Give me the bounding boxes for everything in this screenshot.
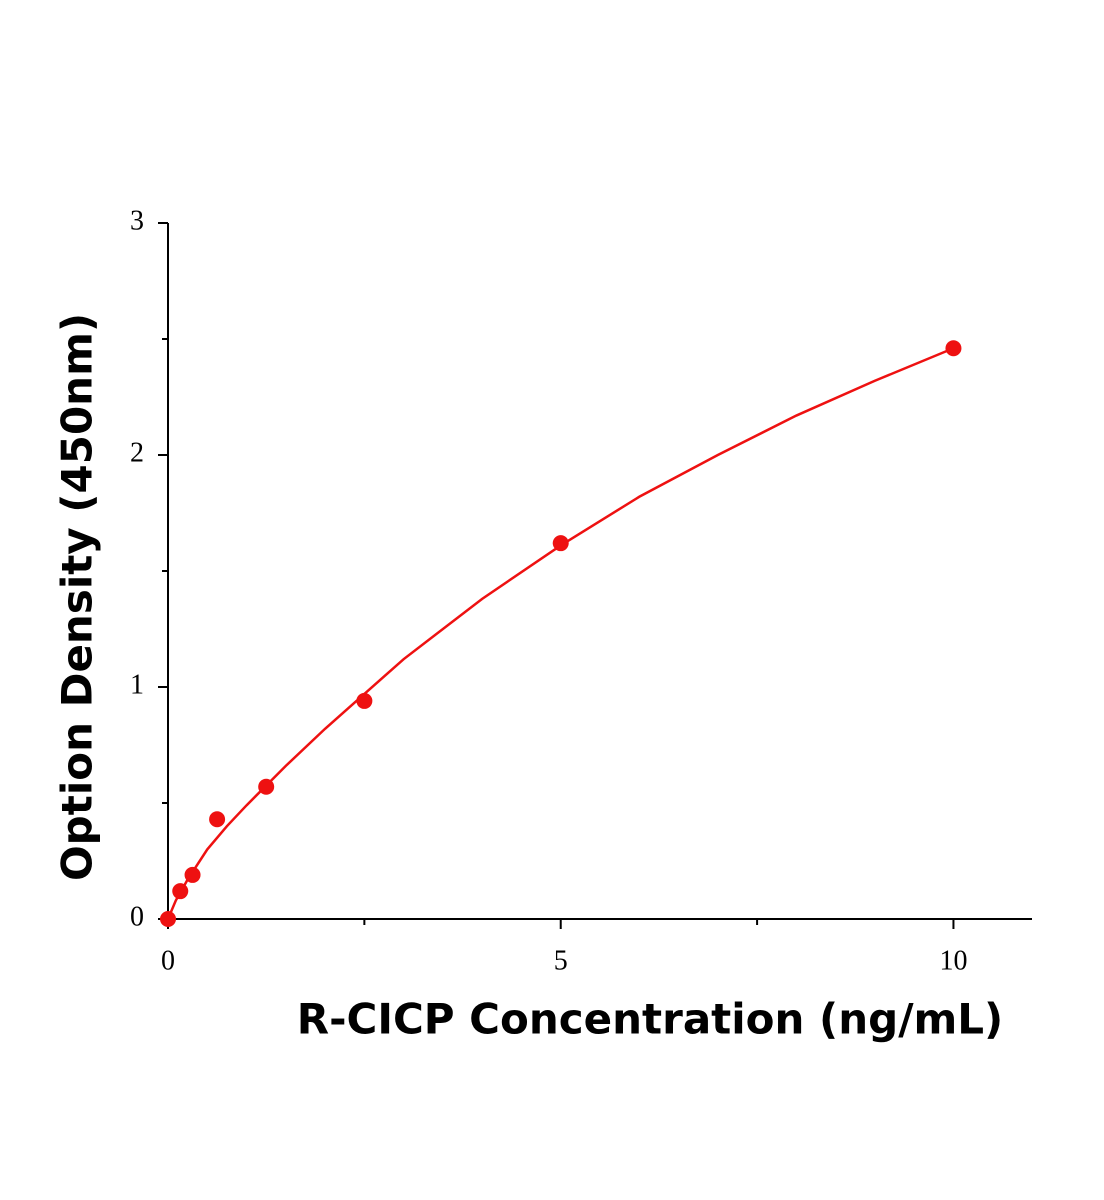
y-tick-label: 2: [130, 437, 144, 468]
x-axis-title: R-CICP Concentration (ng/mL): [297, 995, 1004, 1044]
y-tick-label: 3: [130, 205, 144, 236]
data-point: [552, 535, 569, 552]
fit-curve: [166, 347, 954, 920]
data-point: [356, 692, 373, 709]
data-point: [160, 911, 176, 927]
data-point: [258, 778, 275, 795]
x-tick-label: 0: [161, 945, 175, 976]
data-point: [945, 340, 962, 357]
data-point: [172, 883, 189, 900]
y-tick-label: 1: [130, 669, 144, 700]
y-tick-label: 0: [130, 901, 144, 932]
y-axis-title: Option Density (450nm): [53, 313, 102, 881]
x-tick-label: 10: [939, 945, 967, 976]
data-point: [209, 811, 226, 828]
data-point: [184, 866, 201, 883]
x-tick-label: 5: [554, 945, 568, 976]
